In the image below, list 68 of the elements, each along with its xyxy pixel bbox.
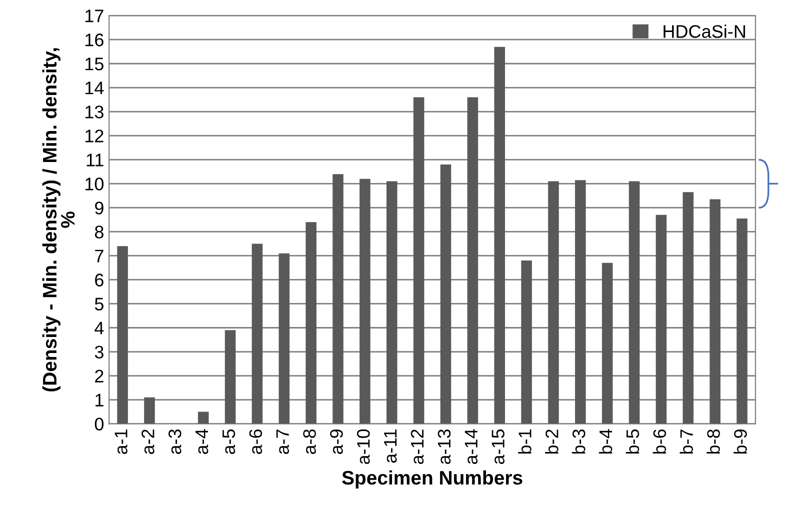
bar	[144, 397, 155, 424]
y-axis-title: (Density - Min. density) / Min. density, %	[42, 48, 75, 392]
bar	[602, 262, 613, 424]
x-tick-label: a-13	[438, 429, 451, 464]
x-tick-label: b-7	[680, 430, 693, 454]
bar	[710, 199, 720, 424]
y-tick-label: 11	[86, 154, 104, 166]
y-tick-label: 4	[94, 322, 104, 334]
y-tick-label: 12	[86, 130, 104, 142]
x-tick-label: a-14	[464, 429, 478, 464]
x-tick-label: a-6	[249, 429, 262, 454]
y-tick-label: 5	[94, 298, 104, 310]
bar	[682, 192, 694, 424]
x-tick-label: a-12	[410, 430, 424, 464]
y-tick-label: 16	[86, 34, 104, 46]
x-tick-label: b-8	[706, 429, 720, 454]
bar	[467, 97, 478, 424]
x-tick-label: a-15	[492, 429, 504, 464]
x-tick-label: b-1	[518, 430, 532, 454]
bar	[224, 330, 236, 424]
x-tick-label: a-11	[384, 430, 397, 463]
x-tick-label: a-1	[114, 430, 128, 454]
x-tick-label: a-10	[357, 429, 370, 464]
y-tick-label: 0	[94, 418, 104, 431]
y-tick-label: 9	[95, 202, 104, 214]
x-tick-label: a-7	[276, 430, 289, 454]
bar	[252, 244, 263, 424]
y-tick-label: 17	[86, 10, 104, 22]
bar	[494, 46, 505, 424]
x-tick-label: b-6	[652, 429, 666, 454]
bar	[656, 214, 667, 424]
x-tick-label: b-5	[626, 429, 640, 454]
y-tick-label: 14	[86, 82, 104, 94]
x-tick-label: a-5	[222, 429, 236, 454]
y-tick-label: 8	[94, 226, 104, 238]
y-tick-label: 3	[94, 346, 104, 358]
bar	[548, 181, 559, 424]
bar	[278, 253, 290, 424]
y-tick-label: 10	[86, 178, 104, 190]
bar	[360, 178, 370, 424]
y-tick-label: 1	[96, 394, 104, 406]
bar	[306, 222, 316, 424]
y-tick-label: 2	[95, 370, 104, 382]
x-axis-title: Specimen Numbers	[342, 470, 522, 488]
bar	[440, 164, 452, 424]
bar	[575, 180, 586, 424]
bar	[198, 412, 209, 424]
y-tick-label: 13	[86, 106, 104, 118]
legend-label: HDCaSi-N	[664, 24, 745, 38]
y-tick-label: 7	[95, 250, 104, 262]
x-tick-label: a-2	[142, 430, 154, 454]
x-tick-label: b-9	[734, 430, 747, 454]
bar	[117, 246, 128, 424]
x-tick-label: a-8	[303, 429, 316, 454]
bar	[413, 97, 424, 424]
bar	[332, 174, 344, 424]
y-tick-label: 15	[86, 58, 104, 70]
y-tick-label: 6	[95, 274, 104, 286]
bar	[386, 181, 398, 424]
bar	[628, 181, 640, 424]
x-tick-label: b-4	[598, 429, 612, 454]
bar	[521, 260, 532, 424]
x-tick-label: b-3	[572, 429, 586, 454]
x-tick-label: a-3	[168, 429, 182, 454]
x-tick-label: b-2	[545, 430, 558, 454]
bar	[736, 218, 748, 424]
x-tick-label: a-9	[330, 430, 343, 454]
x-tick-label: a-4	[196, 429, 208, 454]
